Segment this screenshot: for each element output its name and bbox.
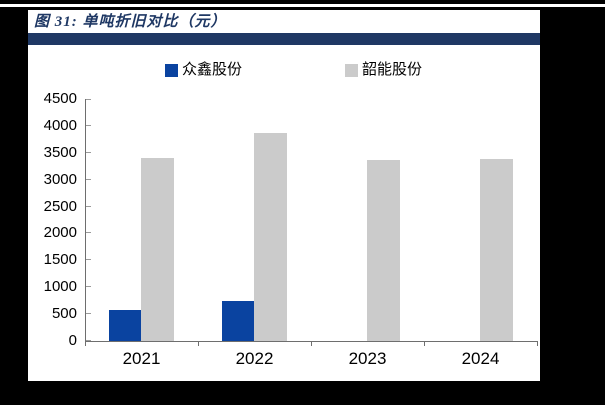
- bar-series2-2024: [480, 158, 513, 341]
- x-axis-tick: [198, 342, 199, 346]
- y-axis-tick: [86, 340, 91, 341]
- bar-series2-2022: [254, 132, 287, 341]
- y-axis-tick: [86, 178, 91, 180]
- legend-item-series2: 韶能股份: [345, 62, 422, 79]
- x-axis-label: 2022: [235, 349, 274, 368]
- y-axis-label: 1000: [43, 278, 77, 296]
- plot-area: [85, 99, 538, 342]
- series2-swatch-icon: [345, 64, 358, 77]
- y-axis-label: 0: [68, 332, 77, 349]
- bar-series1-2021: [109, 310, 141, 341]
- y-axis-label: 2000: [43, 224, 77, 242]
- y-axis-label: 3000: [43, 170, 77, 188]
- figure-title: 图 31: 单吨折旧对比（元）: [34, 14, 227, 30]
- legend-label-series2: 韶能股份: [362, 62, 423, 78]
- bar-series2-2021: [141, 158, 174, 341]
- y-axis-tick: [86, 232, 91, 234]
- y-axis-tick: [86, 286, 91, 288]
- x-axis-label: 2023: [348, 349, 387, 368]
- bar-series1-2022: [222, 300, 254, 341]
- y-axis-tick: [86, 313, 91, 315]
- x-axis-tick: [311, 342, 312, 346]
- y-axis-label: 4000: [43, 116, 77, 134]
- x-axis-tick: [424, 342, 425, 346]
- figure-panel: 图 31: 单吨折旧对比（元） 众鑫股份 韶能股份 0 500 1000 1500 20…: [28, 10, 540, 381]
- top-divider-stripe: [0, 4, 605, 7]
- x-axis-label: 2021: [122, 349, 161, 368]
- title-underline-bar: [28, 33, 540, 45]
- chart-legend: 众鑫股份 韶能股份: [28, 62, 540, 80]
- x-axis-tick: [85, 342, 86, 346]
- y-axis-tick: [86, 259, 91, 261]
- y-axis-label: 3500: [43, 143, 77, 161]
- x-axis-label: 2024: [461, 349, 500, 368]
- x-axis-tick: [537, 342, 538, 346]
- y-axis-label: 1500: [43, 251, 77, 269]
- series1-swatch-icon: [165, 64, 178, 77]
- y-axis-tick: [86, 99, 91, 100]
- legend-label-series1: 众鑫股份: [182, 62, 243, 78]
- y-axis-tick: [86, 205, 91, 207]
- legend-item-series1: 众鑫股份: [165, 62, 242, 79]
- bar-series2-2023: [367, 160, 400, 341]
- y-axis-label: 500: [51, 305, 77, 323]
- y-axis-label: 2500: [43, 197, 77, 215]
- y-axis-label: 4500: [43, 90, 77, 107]
- y-axis-tick: [86, 124, 91, 126]
- y-axis-tick: [86, 151, 91, 153]
